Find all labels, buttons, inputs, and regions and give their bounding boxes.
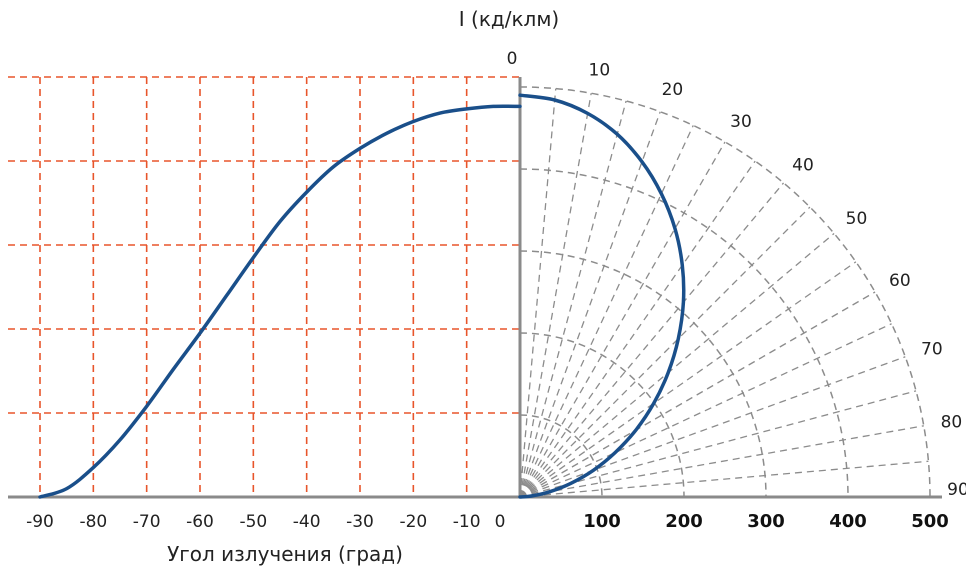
angle-label: 80 (941, 413, 963, 433)
polar-spoke (519, 460, 929, 498)
y-axis-title: I (кд/клм) (459, 7, 559, 31)
polar-spoke (519, 100, 627, 498)
radial-tick-label: 200 (665, 511, 703, 532)
angle-label: 50 (846, 209, 868, 229)
polar-spoke (519, 425, 924, 498)
x-tick-label: -60 (186, 512, 214, 532)
x-tick-label: -90 (26, 512, 54, 532)
polar-spoke (519, 232, 835, 498)
polar-ring (519, 332, 685, 498)
polar-grid (519, 86, 931, 498)
polar-spoke (519, 160, 756, 498)
labels: -90 -80 -70 -60 -50 -40 -30 -20 -10 0 100 200 300 400… (26, 49, 966, 532)
radial-tick-label: 300 (747, 511, 785, 532)
radial-tick-label: 400 (829, 511, 867, 532)
cartesian-grid (8, 76, 520, 497)
radial-tick-label: 100 (583, 511, 621, 532)
x-tick-label: -20 (399, 512, 427, 532)
x-tick-label: 0 (495, 512, 506, 532)
angle-label: 10 (589, 61, 611, 81)
polar-spoke (519, 206, 811, 498)
x-tick-label: -30 (346, 512, 374, 532)
polar-spoke (519, 93, 592, 498)
cartesian-intensity-curve (38, 104, 522, 499)
radial-tick-label: 500 (911, 511, 949, 532)
polar-spoke (519, 356, 906, 498)
x-axis-title: Угол излучения (град) (167, 542, 403, 566)
angle-label: 0 (507, 49, 518, 69)
x-tick-label: -50 (239, 512, 267, 532)
angle-label: 40 (792, 156, 814, 176)
x-tick-label: -40 (293, 512, 321, 532)
angle-label: 30 (730, 112, 752, 132)
polar-spoke (519, 323, 892, 498)
x-tick-label: -70 (133, 512, 161, 532)
polar-spoke (519, 141, 726, 498)
polar-spoke (519, 390, 917, 498)
curves (38, 93, 686, 499)
polar-spoke (519, 261, 857, 498)
axes (8, 77, 942, 499)
angle-label: 20 (662, 80, 684, 100)
angle-label: 70 (921, 340, 943, 360)
angle-label: 90 (947, 480, 966, 500)
polar-ring (519, 414, 603, 498)
x-tick-label: -80 (79, 512, 107, 532)
polar-spoke (519, 182, 785, 498)
polar-intensity-curve (518, 93, 686, 499)
x-tick-label: -10 (453, 512, 481, 532)
polar-ring (519, 86, 931, 498)
polar-spoke (519, 125, 694, 498)
polar-spoke (519, 88, 557, 498)
polar-spoke (519, 111, 661, 498)
angle-label: 60 (889, 271, 911, 291)
polar-spoke (519, 291, 876, 498)
